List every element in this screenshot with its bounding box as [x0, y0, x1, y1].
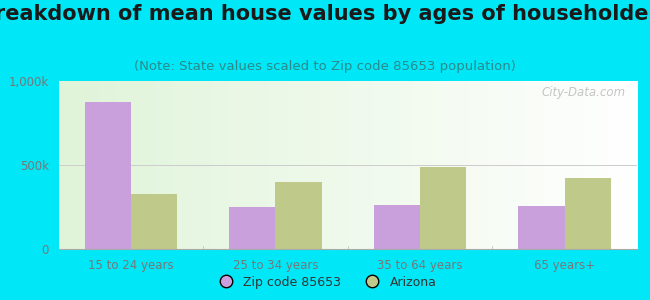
Bar: [519, 206, 565, 249]
Text: Breakdown of mean house values by ages of householders: Breakdown of mean house values by ages o…: [0, 4, 650, 25]
Text: (Note: State values scaled to Zip code 85653 population): (Note: State values scaled to Zip code 8…: [134, 60, 516, 73]
Bar: [374, 205, 420, 249]
Bar: [84, 102, 131, 249]
Bar: [565, 178, 611, 249]
Bar: [131, 194, 177, 249]
Bar: [276, 182, 322, 249]
Text: City-Data.com: City-Data.com: [541, 86, 625, 99]
Bar: [420, 167, 466, 249]
Legend: Zip code 85653, Arizona: Zip code 85653, Arizona: [208, 271, 442, 294]
Bar: [229, 207, 276, 249]
